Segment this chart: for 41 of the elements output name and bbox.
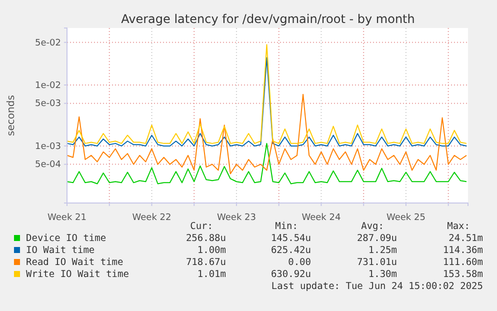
y-axis-title: seconds — [6, 95, 17, 136]
y-tick-label: 5e-04 — [35, 160, 62, 170]
legend-label: IO Wait time — [26, 245, 95, 256]
line-series — [66, 57, 467, 146]
x-tick-label: Week 21 — [48, 212, 86, 223]
x-tick-label: Week 23 — [216, 212, 256, 223]
legend-label: Write IO Wait time — [26, 269, 130, 280]
text: Last update: Tue Jun 24 15:00:02 2025 — [271, 281, 483, 292]
chart-title: Average latency for /dev/vgmain/root - by month — [121, 12, 415, 26]
text: Min: — [275, 221, 298, 232]
text: 153.58m — [442, 269, 484, 280]
y-tick-label: 1e-02 — [35, 80, 61, 91]
y-tick-label: 1e-03 — [35, 142, 61, 152]
text: 0.00 — [288, 257, 312, 268]
x-tick-label: Week 25 — [386, 212, 426, 223]
text: 114.36m — [442, 245, 484, 256]
text: 1.01m — [197, 269, 226, 280]
legend-label: Device IO time — [26, 233, 106, 244]
text: 718.67u — [186, 257, 226, 268]
text: Cur: — [190, 221, 213, 232]
y-tick-label: 5e-02 — [35, 38, 61, 48]
text: Avg: — [361, 221, 384, 232]
line-series — [66, 94, 467, 174]
text: Max: — [447, 221, 470, 232]
text: 145.54u — [270, 233, 311, 244]
y-tick-label: 5e-03 — [35, 99, 61, 110]
x-tick-label: Week 22 — [132, 212, 172, 223]
text: 731.01u — [356, 257, 397, 268]
text: 625.42u — [270, 245, 311, 256]
text: 1.00m — [197, 245, 226, 256]
line-series — [66, 142, 467, 184]
text: 1.30m — [368, 269, 398, 280]
text: 256.88u — [186, 233, 226, 244]
text: 24.51m — [448, 233, 484, 244]
text: 111.60m — [442, 257, 484, 268]
x-tick-label: Week 24 — [302, 212, 341, 223]
line-series — [66, 44, 467, 144]
legend-label: Read IO Wait time — [26, 257, 124, 268]
text: 287.09u — [356, 233, 397, 244]
text: 1.25m — [368, 245, 398, 256]
text: 630.92u — [270, 269, 311, 280]
